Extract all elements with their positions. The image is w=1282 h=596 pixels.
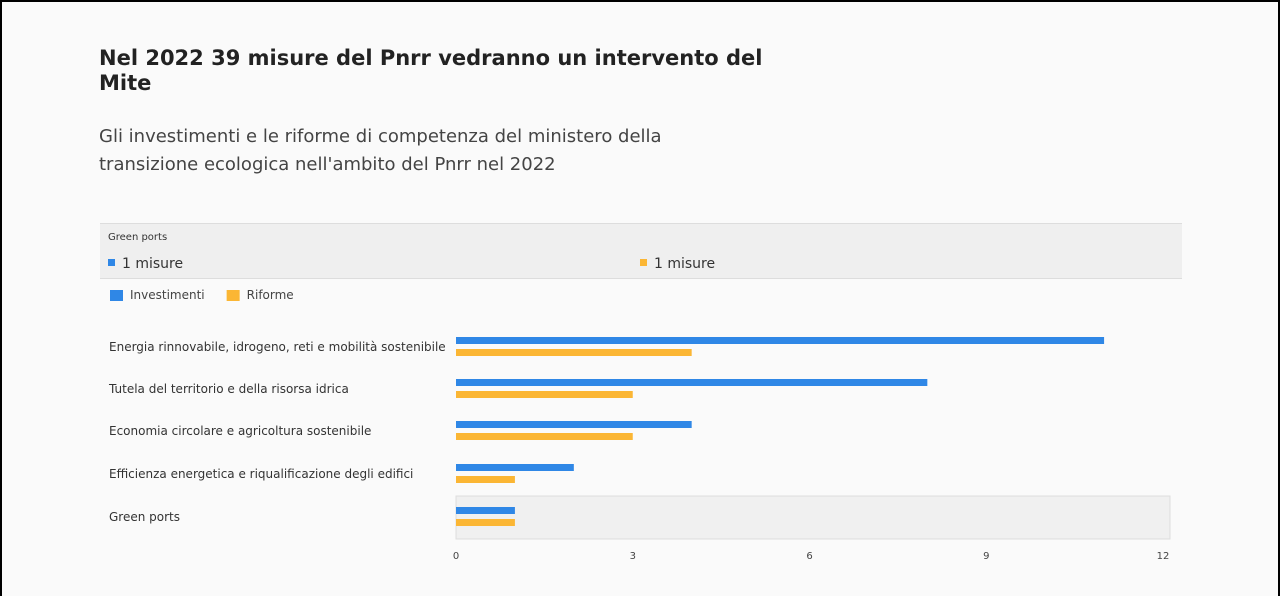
bar xyxy=(456,519,515,526)
bar xyxy=(456,476,515,483)
x-tick-label: 9 xyxy=(983,551,989,562)
category-label: Economia circolare e agricoltura sosteni… xyxy=(109,424,372,438)
legend-label: Investimenti xyxy=(130,288,205,302)
x-tick-label: 3 xyxy=(630,551,636,562)
bar xyxy=(456,464,574,471)
bar xyxy=(456,379,928,386)
bar xyxy=(456,337,1105,344)
bar xyxy=(456,507,515,514)
bar xyxy=(456,433,633,440)
highlight-band xyxy=(455,495,1171,540)
legend-swatch xyxy=(226,290,240,301)
category-label: Efficienza energetica e riqualificazione… xyxy=(109,467,414,481)
x-tick-label: 6 xyxy=(806,551,812,562)
tooltip-title: Green ports xyxy=(108,232,168,243)
chart-title: Nel 2022 39 misure del Pnrr vedranno un … xyxy=(99,46,763,95)
tooltip-item: 1 misure xyxy=(640,256,715,272)
legend-swatch xyxy=(110,290,123,301)
legend-label: Riforme xyxy=(247,288,294,302)
tooltip-text: 1 misure xyxy=(122,256,184,272)
bar xyxy=(456,421,692,428)
x-tick-label: 12 xyxy=(1157,551,1170,562)
category-label: Tutela del territorio e della risorsa id… xyxy=(109,382,349,396)
category-label: Green ports xyxy=(109,510,181,524)
tooltip-swatch xyxy=(108,259,115,266)
tooltip-item: 1 misure xyxy=(108,256,183,272)
tooltip-text: 1 misure xyxy=(654,256,716,272)
chart-subtitle: Gli investimenti e le riforme di compete… xyxy=(99,126,662,175)
tooltip-swatch xyxy=(640,259,647,266)
tooltip: Green ports 1 misure 1 misure xyxy=(100,223,1182,279)
category-label: Energia rinnovabile, idrogeno, reti e mo… xyxy=(109,340,446,354)
x-tick-label: 0 xyxy=(453,551,459,562)
bar xyxy=(456,349,692,356)
bar xyxy=(456,391,633,398)
